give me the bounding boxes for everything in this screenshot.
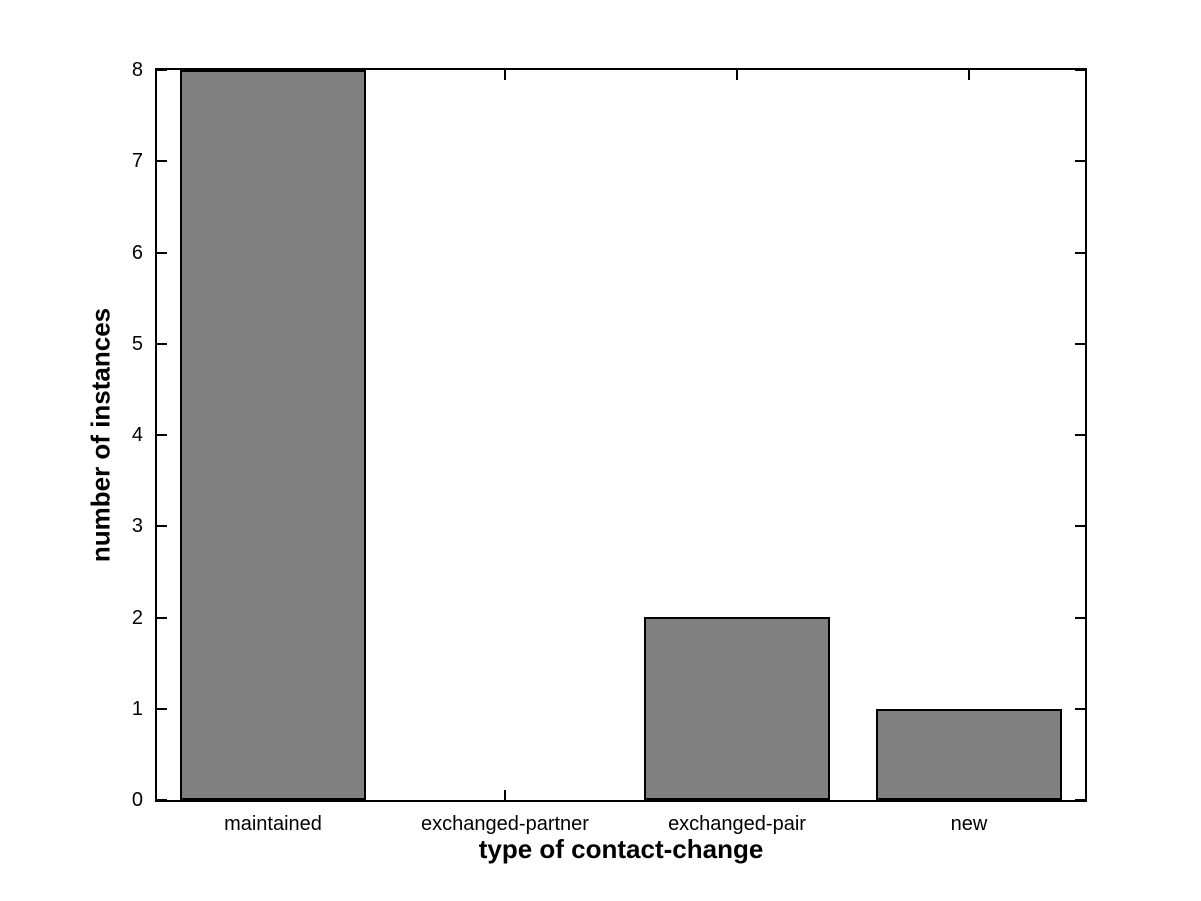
- y-axis-tick-label: 7: [131, 150, 143, 172]
- y-axis-tick-label: 0: [131, 789, 143, 811]
- y-axis-tick-mark: [1075, 708, 1085, 710]
- y-axis-tick-mark: [1075, 799, 1085, 801]
- x-axis-tick-label-new: new: [950, 813, 988, 835]
- y-axis-tick-label: 2: [131, 607, 143, 629]
- x-axis-tick-label-exchanged-pair: exchanged-pair: [668, 813, 806, 835]
- y-axis-tick-mark: [157, 343, 167, 345]
- y-axis-tick-mark: [157, 69, 167, 71]
- x-axis-tick-mark: [504, 70, 506, 80]
- y-axis-tick-label: 8: [131, 59, 143, 81]
- x-axis-tick-label-exchanged-partner: exchanged-partner: [421, 813, 589, 835]
- x-axis-tick-label-maintained: maintained: [224, 813, 322, 835]
- y-axis-tick-label: 4: [131, 424, 143, 446]
- y-axis-tick-mark: [157, 252, 167, 254]
- y-axis-tick-mark: [1075, 343, 1085, 345]
- y-axis-tick-mark: [157, 708, 167, 710]
- y-axis-tick-mark: [1075, 434, 1085, 436]
- x-axis-label: type of contact-change: [478, 834, 764, 864]
- y-axis-tick-mark: [1075, 252, 1085, 254]
- x-axis-tick-mark: [736, 70, 738, 80]
- bar-new: [876, 709, 1062, 800]
- y-axis-tick-mark: [157, 525, 167, 527]
- y-axis-tick-mark: [1075, 160, 1085, 162]
- y-axis-tick-label: 5: [131, 333, 143, 355]
- y-axis-tick-label: 3: [131, 515, 143, 537]
- y-axis-tick-mark: [1075, 525, 1085, 527]
- x-axis-tick-mark: [968, 70, 970, 80]
- y-axis-tick-mark: [157, 617, 167, 619]
- y-axis-tick-mark: [1075, 617, 1085, 619]
- x-axis-tick-mark: [504, 790, 506, 800]
- plot-area: [155, 68, 1087, 802]
- bar-exchanged-pair: [644, 617, 830, 800]
- bar-maintained: [180, 70, 366, 800]
- y-axis-tick-mark: [157, 160, 167, 162]
- y-axis-tick-mark: [1075, 69, 1085, 71]
- y-axis-tick-mark: [157, 799, 167, 801]
- y-axis-tick-mark: [157, 434, 167, 436]
- y-axis-label: number of instances: [85, 307, 116, 563]
- y-axis-tick-label: 6: [131, 242, 143, 264]
- y-axis-tick-label: 1: [131, 698, 143, 720]
